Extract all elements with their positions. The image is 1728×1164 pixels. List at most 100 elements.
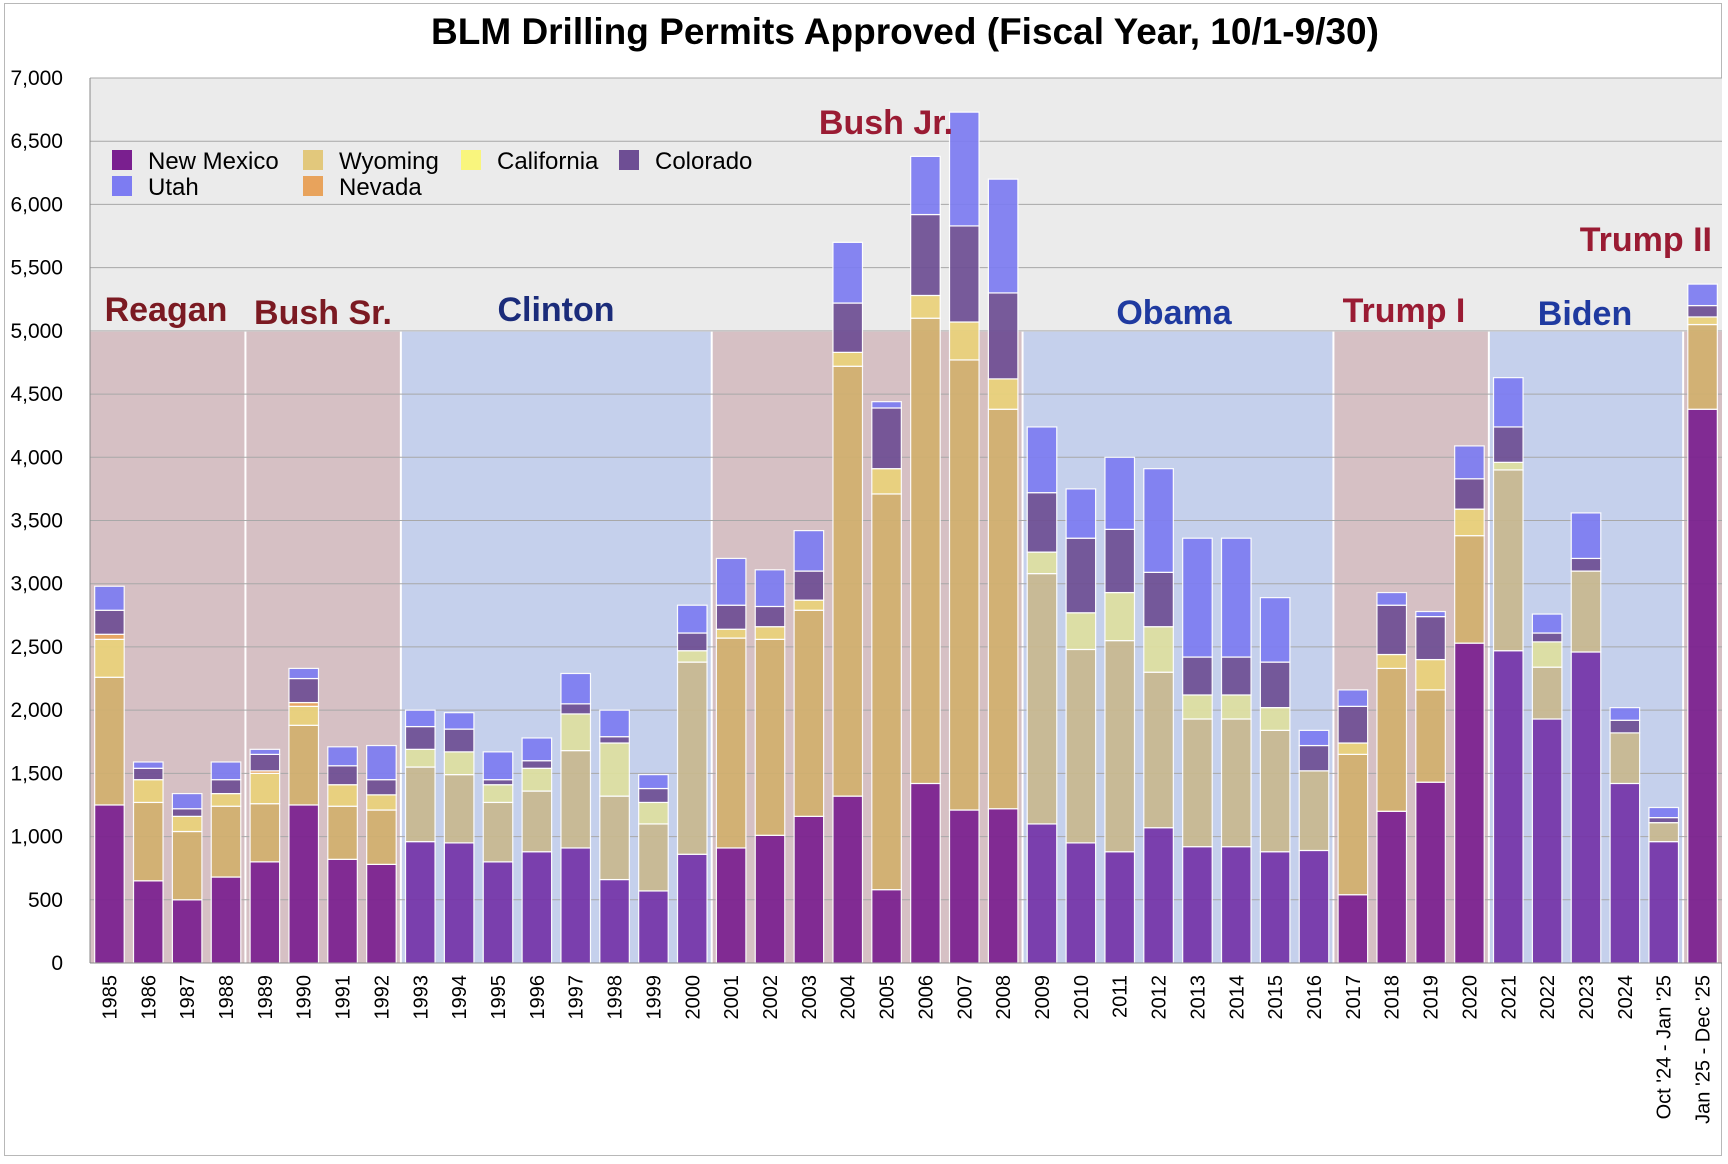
bar-california-21 [910, 294, 941, 319]
bar-new-mexico-17 [754, 834, 786, 964]
bar-colorado-4 [249, 753, 281, 772]
bar-colorado-25 [1065, 537, 1097, 614]
bar-utah-20 [871, 401, 902, 409]
bar-colorado-10 [482, 779, 514, 786]
bar-california-33 [1376, 653, 1408, 670]
legend-nevada-label: Nevada [339, 174, 422, 201]
bar-new-mexico-33 [1376, 810, 1408, 964]
bar-california-25 [1065, 612, 1097, 651]
x-tick-label: 1988 [216, 975, 238, 1020]
bar-california-17 [754, 626, 786, 640]
bar-wyoming-28 [1182, 718, 1213, 848]
bar-california-14 [638, 801, 669, 825]
x-tick-label: 1991 [333, 975, 355, 1020]
bar-utah-7 [366, 744, 397, 781]
bar-wyoming-20 [871, 493, 902, 891]
bar-california-3 [210, 792, 242, 807]
bar-california-2 [171, 815, 203, 833]
bar-new-mexico-18 [793, 815, 825, 964]
x-tick-label: 1985 [99, 975, 121, 1020]
bar-california-13 [599, 742, 630, 797]
bar-california-15 [676, 650, 708, 663]
bar-utah-37 [1531, 613, 1563, 634]
y-tick-label: 6,500 [10, 130, 63, 153]
bar-new-mexico-38 [1570, 651, 1602, 964]
bar-colorado-18 [793, 570, 825, 601]
bar-utah-0 [94, 585, 125, 611]
legend-utah-label: Utah [148, 174, 199, 201]
bar-wyoming-7 [366, 809, 397, 865]
bar-wyoming-27 [1143, 671, 1174, 829]
bar-california-37 [1531, 641, 1563, 668]
bar-new-mexico-10 [482, 861, 514, 964]
bar-wyoming-31 [1298, 770, 1330, 852]
bar-utah-17 [754, 569, 786, 608]
bar-colorado-38 [1570, 557, 1602, 572]
bar-new-mexico-32 [1337, 894, 1369, 964]
bar-wyoming-22 [948, 359, 980, 811]
bar-wyoming-3 [210, 805, 242, 878]
bars [94, 111, 1718, 964]
bar-colorado-27 [1143, 571, 1174, 628]
bar-california-30 [1259, 707, 1291, 731]
era-label-bush-jr-: Bush Jr. [819, 104, 953, 142]
bar-new-mexico-26 [1104, 851, 1136, 964]
y-tick-label: 2,500 [10, 636, 63, 659]
bar-california-34 [1415, 658, 1446, 691]
bar-wyoming-23 [987, 408, 1019, 810]
bar-colorado-29 [1220, 656, 1252, 696]
bar-wyoming-18 [793, 609, 825, 817]
bar-new-mexico-25 [1065, 842, 1097, 964]
bar-california-35 [1454, 508, 1485, 537]
bar-california-11 [521, 767, 553, 792]
bar-new-mexico-35 [1454, 642, 1485, 964]
bar-wyoming-17 [754, 638, 786, 836]
bar-colorado-40 [1648, 817, 1680, 824]
y-tick-label: 3,500 [10, 510, 63, 533]
x-tick-label: 2002 [760, 975, 782, 1020]
x-tick-label: 2010 [1071, 975, 1093, 1020]
bar-utah-23 [987, 178, 1019, 294]
era-label-bush-sr-: Bush Sr. [254, 294, 392, 332]
bar-colorado-35 [1454, 478, 1485, 510]
bar-utah-11 [521, 737, 553, 762]
bar-colorado-8 [404, 725, 436, 750]
bar-new-mexico-12 [560, 847, 592, 964]
bar-colorado-5 [288, 677, 320, 704]
bar-wyoming-40 [1648, 822, 1680, 843]
x-tick-label: 1993 [410, 975, 432, 1020]
bar-colorado-30 [1259, 661, 1291, 709]
legend-wyoming-swatch [303, 150, 323, 170]
era-label-trump-ii: Trump II [1580, 221, 1712, 259]
bar-california-0 [94, 638, 125, 678]
bar-new-mexico-28 [1182, 846, 1213, 964]
bar-utah-8 [404, 709, 436, 728]
x-tick-label: 2016 [1304, 975, 1326, 1020]
bar-new-mexico-22 [948, 809, 980, 964]
bar-california-5 [288, 705, 320, 726]
bar-utah-36 [1492, 377, 1524, 428]
bar-colorado-14 [638, 787, 669, 804]
bar-utah-38 [1570, 512, 1602, 560]
bar-new-mexico-23 [987, 808, 1019, 964]
bar-new-mexico-5 [288, 804, 320, 964]
x-tick-label: 2023 [1576, 975, 1598, 1020]
bar-new-mexico-7 [366, 863, 397, 964]
bar-utah-2 [171, 792, 203, 810]
bar-colorado-28 [1182, 656, 1213, 696]
bar-colorado-3 [210, 779, 242, 795]
era-label-obama: Obama [1116, 294, 1232, 332]
bar-new-mexico-1 [132, 880, 164, 964]
bar-wyoming-4 [249, 803, 281, 863]
x-tick-label: 2024 [1615, 975, 1637, 1020]
bar-wyoming-33 [1376, 667, 1408, 812]
bar-colorado-2 [171, 808, 203, 817]
bar-colorado-0 [94, 609, 125, 635]
bar-colorado-39 [1609, 719, 1641, 734]
bar-utah-1 [132, 761, 164, 769]
bar-wyoming-0 [94, 676, 125, 806]
bar-wyoming-26 [1104, 640, 1136, 853]
legend-california-swatch [461, 150, 481, 170]
bar-new-mexico-9 [443, 842, 475, 964]
